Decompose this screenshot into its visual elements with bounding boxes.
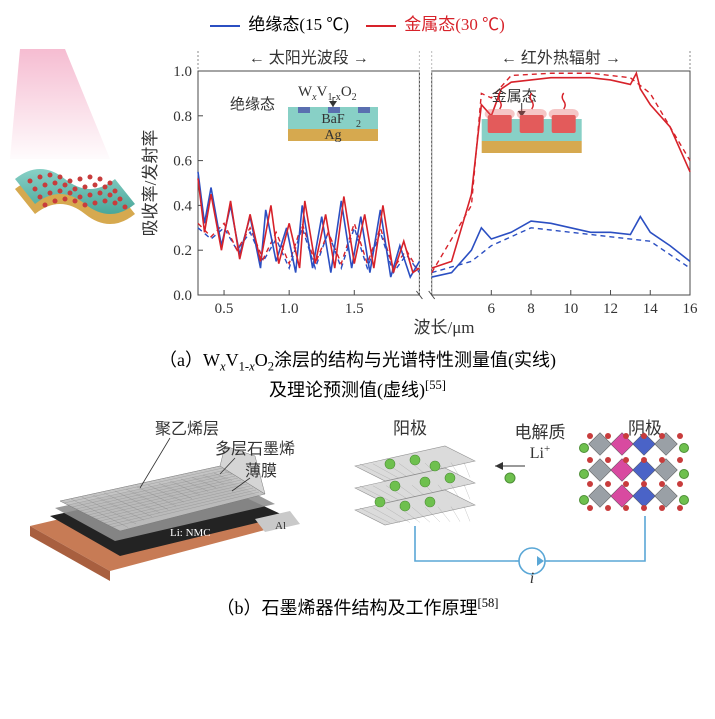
svg-text:0.8: 0.8 bbox=[173, 109, 192, 125]
svg-text:1.0: 1.0 bbox=[173, 64, 192, 80]
svg-text:WxV1-xO2: WxV1-xO2 bbox=[298, 84, 357, 103]
svg-text:电解质: 电解质 bbox=[515, 423, 566, 442]
panel-a-device-illustration bbox=[10, 39, 140, 259]
caption-a-text1b: V bbox=[226, 350, 239, 370]
caption-a-sub2: 1-x bbox=[239, 360, 255, 374]
svg-text:1.5: 1.5 bbox=[345, 301, 364, 317]
caption-a-ref: [55] bbox=[425, 378, 446, 392]
svg-text:8: 8 bbox=[527, 301, 535, 317]
svg-text:Li: NMC: Li: NMC bbox=[170, 527, 211, 539]
svg-text:12: 12 bbox=[603, 301, 618, 317]
legend-line-metallic bbox=[366, 25, 396, 27]
svg-text:← 红外热辐射 →: ← 红外热辐射 → bbox=[501, 49, 621, 67]
legend: 绝缘态(15 ℃) 金属态(30 ℃) bbox=[10, 10, 705, 35]
caption-a-text2: 及理论预测值(虚线) bbox=[269, 380, 425, 400]
svg-text:Cu: Cu bbox=[50, 549, 66, 564]
svg-text:BaF: BaF bbox=[321, 112, 345, 127]
caption-b-text: （b）石墨烯器件结构及工作原理 bbox=[217, 598, 478, 618]
svg-text:薄膜: 薄膜 bbox=[245, 462, 277, 480]
legend-label-insulating: 绝缘态(15 ℃) bbox=[248, 15, 349, 34]
svg-text:10: 10 bbox=[563, 301, 578, 317]
svg-text:0.6: 0.6 bbox=[173, 154, 192, 170]
svg-text:Al: Al bbox=[275, 520, 286, 532]
svg-text:吸收率/发射率: 吸收率/发射率 bbox=[141, 130, 160, 237]
caption-a-text1d: 涂层的结构与光谱特性测量值(实线) bbox=[274, 350, 556, 370]
svg-text:Li+: Li+ bbox=[530, 443, 550, 462]
svg-text:0.2: 0.2 bbox=[173, 243, 192, 259]
legend-line-insulating bbox=[210, 25, 240, 27]
caption-a-text1: （a）W bbox=[159, 350, 220, 370]
panel-a: 0.0 0.2 0.4 0.6 0.8 1.0 0.5 1.0 1.5 6 8 10 12 14 16 波长/… bbox=[10, 39, 705, 339]
figure-container: 绝缘态(15 ℃) 金属态(30 ℃) bbox=[10, 10, 705, 622]
svg-text:绝缘态: 绝缘态 bbox=[230, 96, 275, 113]
caption-a-text1c: O bbox=[255, 350, 268, 370]
panel-b-circuit: 阳极电解质Li+阴极i bbox=[335, 416, 695, 586]
legend-label-metallic: 金属态(30 ℃) bbox=[404, 15, 505, 34]
panel-b-device: Cu Li: NMC Al 聚乙烯层多层石墨烯薄膜 bbox=[20, 416, 320, 586]
svg-text:← 太阳光波段 →: ← 太阳光波段 → bbox=[249, 49, 369, 67]
svg-text:0.4: 0.4 bbox=[173, 198, 192, 214]
panel-b: CuLi: NMCAl聚乙烯层多层石墨烯薄膜 阳极电解质Li+阴极i bbox=[10, 416, 705, 586]
svg-text:2: 2 bbox=[356, 119, 361, 130]
caption-b: （b）石墨烯器件结构及工作原理[58] bbox=[10, 594, 705, 622]
svg-text:1.0: 1.0 bbox=[280, 301, 299, 317]
panel-a-chart: 0.0 0.2 0.4 0.6 0.8 1.0 0.5 1.0 1.5 6 8 10 12 14 16 波长/… bbox=[140, 39, 705, 339]
svg-text:波长/μm: 波长/μm bbox=[413, 318, 474, 337]
svg-text:阳极: 阳极 bbox=[393, 419, 427, 438]
svg-text:聚乙烯层: 聚乙烯层 bbox=[155, 420, 219, 438]
svg-text:6: 6 bbox=[488, 301, 496, 317]
svg-text:0.0: 0.0 bbox=[173, 288, 192, 304]
svg-text:多层石墨烯: 多层石墨烯 bbox=[215, 440, 295, 458]
svg-text:0.5: 0.5 bbox=[215, 301, 234, 317]
svg-text:16: 16 bbox=[683, 301, 699, 317]
caption-a: （a）WxV1-xO2涂层的结构与光谱特性测量值(实线) 及理论预测值(虚线)[… bbox=[10, 347, 705, 404]
caption-b-ref: [58] bbox=[478, 596, 499, 610]
svg-text:Ag: Ag bbox=[324, 128, 341, 143]
svg-text:i: i bbox=[530, 570, 534, 586]
svg-text:14: 14 bbox=[643, 301, 659, 317]
